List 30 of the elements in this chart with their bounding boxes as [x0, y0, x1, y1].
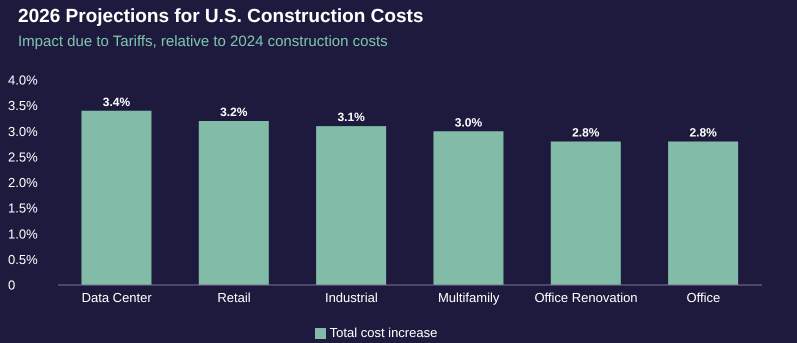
data-label: 3.1%	[337, 110, 366, 124]
data-label: 2.8%	[689, 126, 718, 140]
y-tick-label: 1.5%	[8, 200, 38, 216]
x-tick-label: Multifamily	[438, 290, 500, 306]
bar	[81, 110, 152, 285]
data-label: 3.0%	[454, 115, 482, 130]
y-tick-label: 3.0%	[8, 124, 38, 139]
x-tick-label: Data Center	[82, 290, 152, 306]
x-tick-label: Retail	[217, 290, 251, 306]
y-tick-label: 3.5%	[8, 98, 38, 114]
bar	[668, 142, 738, 285]
x-tick-label: Office Renovation	[534, 290, 638, 306]
y-tick-label: 2.0%	[8, 175, 38, 190]
x-tick-label: Office	[686, 290, 720, 306]
data-label: 2.8%	[572, 126, 600, 140]
bar	[316, 126, 386, 285]
y-tick-label: 1.0%	[8, 226, 38, 242]
data-label: 3.4%	[102, 94, 130, 109]
x-tick-label: Industrial	[324, 290, 378, 306]
chart-subtitle: Impact due to Tariffs, relative to 2024 construction costs	[18, 33, 388, 50]
y-tick-label: 4.0%	[8, 72, 38, 88]
data-label: 3.2%	[220, 105, 248, 119]
bar	[198, 121, 269, 285]
chart-title: 2026 Projections for U.S. Construction Costs	[18, 6, 424, 28]
legend-label: Total cost increase	[330, 325, 438, 340]
y-tick-label: 2.5%	[8, 149, 38, 164]
bar	[433, 131, 504, 285]
y-tick-label: 0.5%	[8, 252, 38, 267]
bar	[550, 142, 621, 285]
y-tick-label: 0	[8, 278, 16, 293]
